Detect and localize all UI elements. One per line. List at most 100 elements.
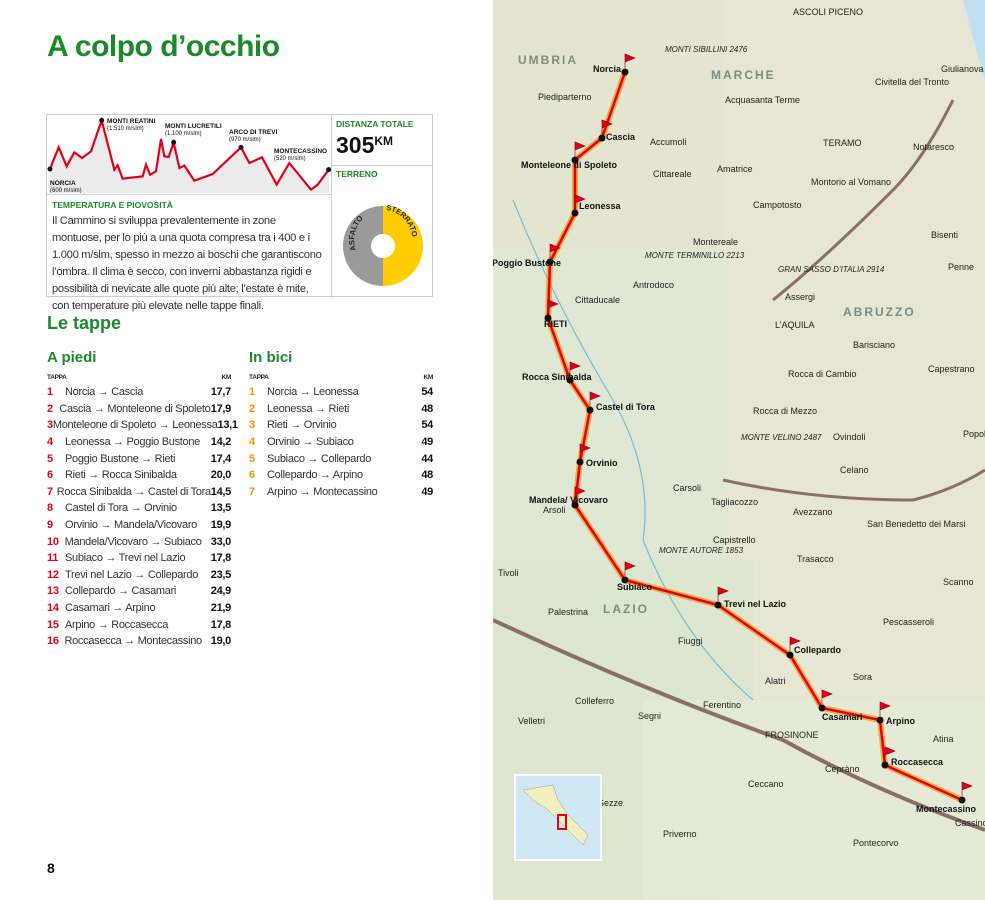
town-label: Capestrano <box>928 364 975 374</box>
region-label: UMBRIA <box>518 53 578 67</box>
peak-marker <box>47 166 53 172</box>
stage-route: Rieti → Rocca Sinibalda <box>65 469 177 482</box>
town-label: Sora <box>853 672 872 682</box>
stage-number: 16 <box>47 635 59 648</box>
terrain-label: TERRENO <box>336 169 378 179</box>
town-label: Velletri <box>518 716 545 726</box>
stage-row: 14 Casamari → Arpino 21,9 <box>47 600 231 617</box>
town-label: L’AQUILA <box>775 320 815 330</box>
stage-route: Cascia → Monteleone di Spoleto <box>59 402 211 415</box>
peak-name: NORCIA <box>50 180 76 187</box>
distance-value: 305 <box>336 132 375 158</box>
stage-km: 24,9 <box>210 585 232 598</box>
peak-marker <box>99 117 105 123</box>
stage-number: 3 <box>249 419 255 432</box>
town-label: Notaresco <box>913 142 954 152</box>
stage-number: 7 <box>249 485 255 498</box>
peak-altitude: (600 m/slm) <box>50 188 82 193</box>
town-label: Pontecorvo <box>853 838 899 848</box>
climate-text: Il Cammino si sviluppa prevalentemente i… <box>52 215 322 312</box>
stage-row: 16 Roccasecca → Montecassino 19,0 <box>47 633 231 650</box>
stage-route: Castel di Tora → Orvinio <box>65 502 177 515</box>
stage-number: 2 <box>249 402 255 415</box>
stage-km: 13,5 <box>210 502 232 515</box>
highway <box>772 99 955 302</box>
stage-number: 8 <box>47 502 53 515</box>
town-label: Campotosto <box>753 200 802 210</box>
stage-row: 1 Norcia → Leonessa 54 <box>249 384 433 401</box>
stage-km: 33,0 <box>210 535 232 548</box>
town-label: Arsoli <box>543 505 566 515</box>
peak-name: ARCO DI TREVI <box>229 129 278 136</box>
town-label: Cassino <box>955 818 985 828</box>
flag-icon <box>589 391 601 406</box>
stage-number: 11 <box>47 552 59 565</box>
flag-icon <box>961 781 973 796</box>
stage-route: Arpino → Roccasecca <box>65 618 169 631</box>
stage-number: 15 <box>47 618 59 631</box>
flag-icon <box>579 443 591 458</box>
town-label: ASCOLI PICENO <box>793 7 863 17</box>
town-label: Cittaducale <box>575 295 620 305</box>
town-label: Bisenti <box>931 230 958 240</box>
stage-km: 19,9 <box>210 519 232 532</box>
bike-title: In bici <box>249 349 293 366</box>
dirt-slice <box>383 206 423 286</box>
region-label: MARCHE <box>711 68 776 82</box>
stage-km: 48 <box>421 469 433 482</box>
stage-number: 4 <box>47 436 53 449</box>
stop-marker <box>544 314 552 322</box>
stage-route: Leonessa → Rieti <box>267 402 350 415</box>
town-label: Montorio al Vomano <box>811 177 891 187</box>
terrain-section: TERRENO ASFALTO STERRATO <box>332 166 433 297</box>
town-label: Acquasanta Terme <box>725 95 800 105</box>
stage-km: 54 <box>421 419 433 432</box>
stage-row: 3 Monteleone di Spoleto → Leonessa 13,1 <box>47 417 238 434</box>
town-label: Cittareale <box>653 169 692 179</box>
stage-row: 15 Arpino → Roccasecca 17,8 <box>47 616 231 633</box>
stop-marker <box>566 376 574 384</box>
stage-route: Trevi nel Lazio → Collepardo <box>65 568 199 581</box>
stop-label: RIETI <box>544 319 567 329</box>
stage-km: 13,1 <box>217 419 239 432</box>
town-label: Ceccano <box>748 779 784 789</box>
stage-km: 49 <box>421 485 433 498</box>
stage-km: 23,5 <box>210 568 232 581</box>
peak-marker <box>171 139 177 145</box>
stop-label: Roccasecca <box>891 757 944 767</box>
walk-title: A piedi <box>47 349 97 366</box>
stop-marker <box>586 406 594 414</box>
region-label: ABRUZZO <box>843 305 916 319</box>
town-label: Colleferro <box>575 696 614 706</box>
town-label: Antrodoco <box>633 280 674 290</box>
peak-altitude: (1.100 m/slm) <box>165 131 202 137</box>
flag-icon <box>569 361 581 376</box>
peak-marker <box>326 167 332 173</box>
inset-highlight <box>557 814 567 830</box>
stop-label: Poggio Bustone <box>493 258 561 268</box>
stage-km: 44 <box>421 452 433 465</box>
stage-km: 17,7 <box>210 386 232 399</box>
route-map: Norcia Cascia Monteleone di Spoleto Leoness… <box>492 0 985 900</box>
stage-km: 54 <box>421 386 433 399</box>
stage-route: Monteleone di Spoleto → Leonessa <box>52 419 218 432</box>
town-label: Ovindoli <box>833 432 866 442</box>
flag-icon <box>624 53 636 68</box>
town-label: Popoli <box>963 429 985 439</box>
peak-name: MONTECASSINO <box>274 148 327 155</box>
flag-icon <box>717 586 729 601</box>
stop-marker <box>958 796 966 804</box>
col-km: KM <box>423 374 433 381</box>
elevation-chart: NORCIA(600 m/slm) MONTI REATINI(1.510 m/s… <box>47 116 332 194</box>
distance-label: DISTANZA TOTALE <box>336 119 414 129</box>
town-label: Montereale <box>693 237 738 247</box>
town-label: Tagliacozzo <box>711 497 758 507</box>
stage-route: Norcia → Cascia <box>65 386 144 399</box>
stop-marker <box>621 576 629 584</box>
stop-marker <box>818 704 826 712</box>
stage-route: Rieti → Orvinio <box>267 419 337 432</box>
town-label: Celano <box>840 465 869 475</box>
stage-row: 11 Subiaco → Trevi nel Lazio 17,8 <box>47 550 231 567</box>
stage-km: 48 <box>421 402 433 415</box>
flag-icon <box>574 194 586 209</box>
